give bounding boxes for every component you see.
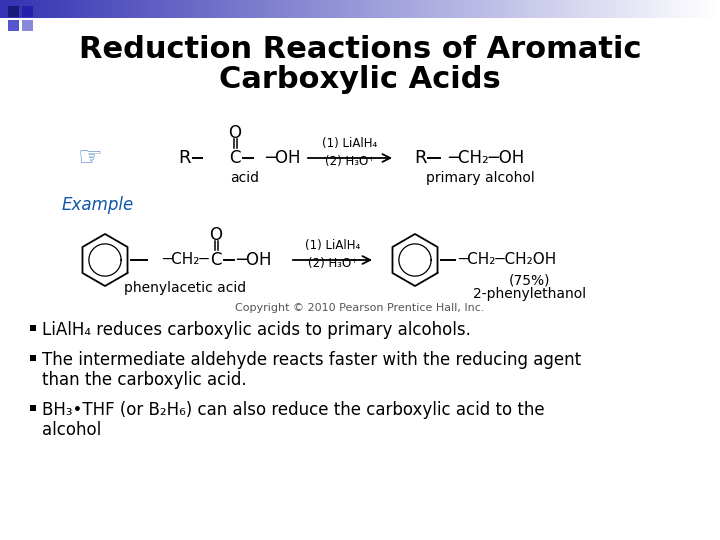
Text: O: O — [228, 124, 241, 142]
Text: R: R — [179, 149, 192, 167]
FancyBboxPatch shape — [8, 6, 19, 17]
FancyBboxPatch shape — [22, 20, 33, 31]
Text: R: R — [414, 149, 426, 167]
Text: (1) LiAlH₄: (1) LiAlH₄ — [305, 240, 361, 253]
Text: ─CH₂─CH₂OH: ─CH₂─CH₂OH — [458, 253, 557, 267]
Text: LiAlH₄ reduces carboxylic acids to primary alcohols.: LiAlH₄ reduces carboxylic acids to prima… — [42, 321, 471, 339]
FancyBboxPatch shape — [22, 6, 33, 17]
Text: 2-phenylethanol: 2-phenylethanol — [474, 287, 587, 301]
FancyBboxPatch shape — [8, 20, 19, 31]
Text: ☞: ☞ — [78, 144, 102, 172]
Text: ─OH: ─OH — [236, 251, 271, 269]
Text: O: O — [210, 226, 222, 244]
Text: alcohol: alcohol — [42, 421, 102, 439]
Text: (75%): (75%) — [509, 273, 551, 287]
Text: BH₃•THF (or B₂H₆) can also reduce the carboxylic acid to the: BH₃•THF (or B₂H₆) can also reduce the ca… — [42, 401, 544, 419]
Text: The intermediate aldehyde reacts faster with the reducing agent: The intermediate aldehyde reacts faster … — [42, 351, 581, 369]
Bar — [30, 325, 36, 331]
Text: Carboxylic Acids: Carboxylic Acids — [219, 65, 501, 94]
Text: primary alcohol: primary alcohol — [426, 171, 534, 185]
Text: ─CH₂─OH: ─CH₂─OH — [448, 149, 524, 167]
Text: Reduction Reactions of Aromatic: Reduction Reactions of Aromatic — [78, 36, 642, 64]
Text: phenylacetic acid: phenylacetic acid — [124, 281, 246, 295]
Text: ─CH₂─: ─CH₂─ — [162, 253, 209, 267]
Text: acid: acid — [230, 171, 259, 185]
Text: (2) H₃O⁺: (2) H₃O⁺ — [308, 258, 358, 271]
Text: C: C — [210, 251, 222, 269]
Text: C: C — [229, 149, 240, 167]
Text: (2) H₃O⁺: (2) H₃O⁺ — [325, 156, 374, 168]
Bar — [30, 355, 36, 361]
Text: ─OH: ─OH — [265, 149, 300, 167]
Bar — [30, 405, 36, 411]
Text: (1) LiAlH₄: (1) LiAlH₄ — [323, 138, 377, 151]
Text: Example: Example — [62, 196, 134, 214]
Text: Copyright © 2010 Pearson Prentice Hall, Inc.: Copyright © 2010 Pearson Prentice Hall, … — [235, 303, 485, 313]
Text: than the carboxylic acid.: than the carboxylic acid. — [42, 371, 247, 389]
